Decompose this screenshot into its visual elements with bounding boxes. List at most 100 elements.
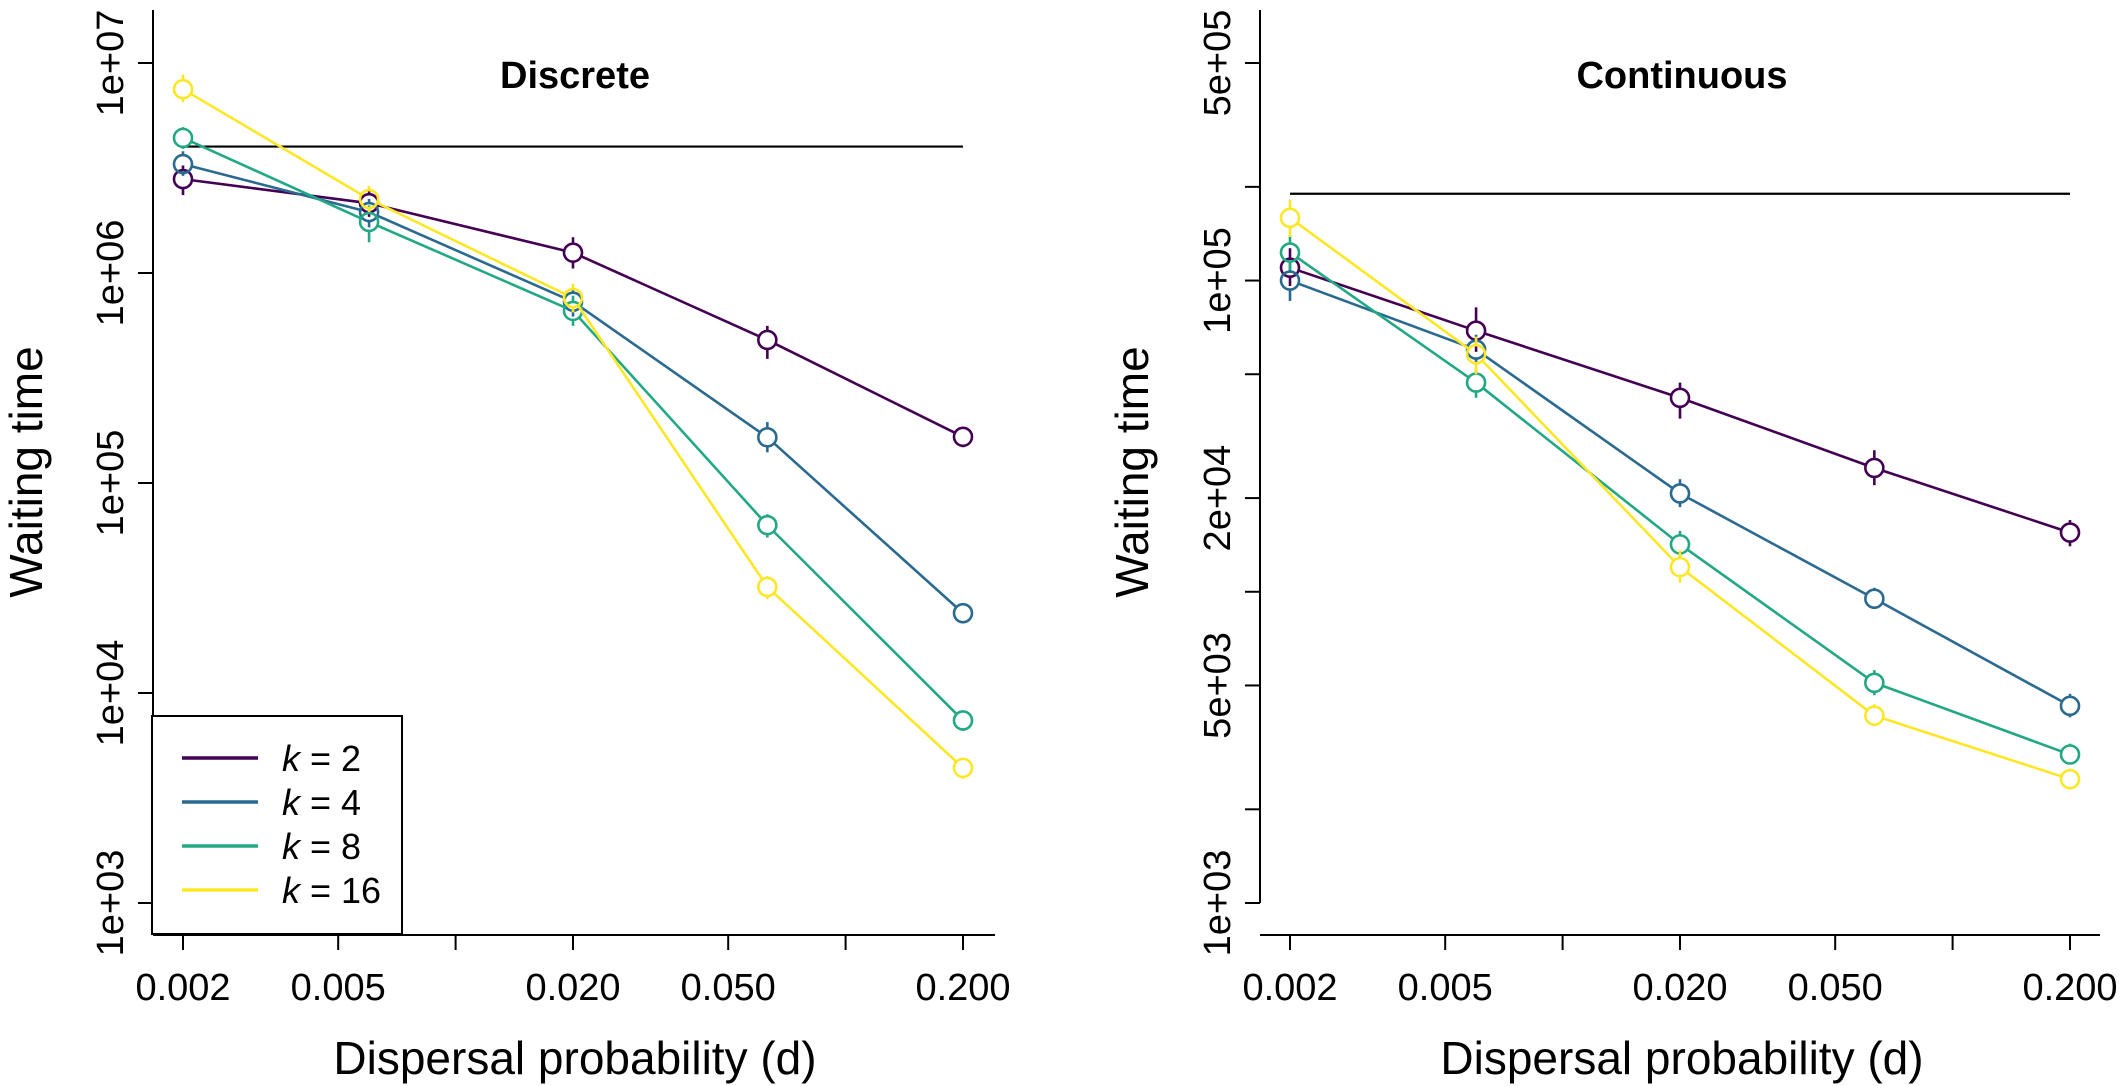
series-line-segment <box>1882 717 2062 778</box>
series-line-segment <box>1297 282 1469 348</box>
x-tick-label: 0.002 <box>1242 967 1337 1009</box>
x-tick-label: 0.020 <box>1632 967 1727 1009</box>
legend-label-k2: k = 2 <box>282 738 361 779</box>
legend-label-k4: k = 4 <box>282 782 361 823</box>
legend-label-k16: k = 16 <box>282 870 381 911</box>
legend-label-k8: k = 8 <box>282 826 361 867</box>
data-point <box>952 426 974 448</box>
panel-title: Discrete <box>500 55 650 97</box>
data-point <box>172 127 194 149</box>
data-point <box>2059 768 2081 790</box>
data-point <box>1864 705 1885 726</box>
x-tick-label: 0.005 <box>1398 967 1493 1009</box>
data-point <box>172 168 194 190</box>
series-k2 <box>1279 248 2081 547</box>
series-line-segment <box>1481 359 1675 562</box>
data-point <box>358 188 380 210</box>
data-point <box>562 287 584 309</box>
series-line-segment <box>1882 469 2062 531</box>
series-line-segment <box>1687 496 1868 596</box>
panel-title: Continuous <box>1576 55 1787 97</box>
legend-box <box>151 715 403 935</box>
data-point <box>1864 588 1885 610</box>
data-point <box>757 427 778 448</box>
data-point <box>1669 483 1691 504</box>
data-point <box>2059 522 2081 543</box>
series-line-segment <box>1686 548 1868 679</box>
series-line-segment <box>576 304 764 581</box>
x-tick-label: 0.050 <box>1788 967 1883 1009</box>
data-point <box>358 201 380 223</box>
series-line-segment <box>1296 256 1470 379</box>
y-tick-label: 1e+03 <box>90 850 132 957</box>
data-point <box>1669 556 1691 578</box>
x-tick-label: 0.020 <box>525 967 620 1009</box>
series-line-segment <box>772 530 958 716</box>
data-point <box>1279 257 1301 278</box>
y-tick-label: 5e+03 <box>1197 632 1239 739</box>
y-tick-label: 2e+04 <box>1197 445 1239 552</box>
series-line-segment <box>774 342 956 434</box>
series-line-segment <box>1686 571 1868 712</box>
data-point <box>2059 744 2081 765</box>
y-tick-label: 1e+03 <box>1197 850 1239 957</box>
series-line-segment <box>377 204 565 252</box>
series-line-segment <box>1298 269 1468 330</box>
data-point <box>757 514 778 536</box>
series-line-segment <box>1881 601 2063 703</box>
series-line-segment <box>376 214 566 300</box>
series-k16 <box>172 74 974 779</box>
data-point <box>757 576 778 598</box>
series-line-segment <box>191 178 361 204</box>
data-point <box>952 602 974 624</box>
data-point <box>358 211 380 233</box>
series-k16 <box>1279 199 2081 790</box>
series-line-segment <box>1296 222 1470 350</box>
data-point <box>952 710 974 731</box>
data-point <box>1864 672 1885 694</box>
series-line-segment <box>580 255 760 338</box>
series-line-segment <box>1484 332 1672 397</box>
series-line-segment <box>1482 387 1674 540</box>
series-line-segment <box>1482 353 1674 490</box>
data-point <box>1465 372 1487 393</box>
series-line-segment <box>190 92 362 196</box>
data-point <box>952 757 974 779</box>
series-line-segment <box>191 165 361 212</box>
series-k8 <box>172 127 974 731</box>
x-axis-label: Dispersal probability (d) <box>333 1032 816 1084</box>
y-tick-label: 1e+04 <box>90 640 132 747</box>
y-axis-label: Waiting time <box>1106 346 1158 597</box>
data-point <box>1279 242 1301 263</box>
series-k8 <box>1279 235 2081 765</box>
y-tick-label: 1e+05 <box>90 430 132 537</box>
data-point <box>2059 695 2081 717</box>
series-line-segment <box>1882 684 2062 753</box>
series-line-segment <box>376 201 566 296</box>
series-line-segment <box>579 305 761 434</box>
y-tick-label: 1e+05 <box>1197 227 1239 334</box>
series-line-segment <box>376 224 566 309</box>
series-line-segment <box>1688 399 1867 467</box>
data-point <box>1864 457 1885 479</box>
data-point <box>1279 207 1301 229</box>
x-axis-label: Dispersal probability (d) <box>1440 1032 1923 1084</box>
legend: k = 2k = 4k = 8k = 16 <box>151 715 403 935</box>
series-line-segment <box>190 140 362 220</box>
series-line-segment <box>773 592 958 763</box>
discrete-plot-area: 1e+03 1e+04 1e+05 1e+06 1e+07 0.002 0.005 0.020… <box>90 10 1011 1009</box>
y-tick-label: 1e+07 <box>90 10 132 117</box>
x-tick-label: 0.200 <box>915 967 1010 1009</box>
data-point <box>172 78 194 100</box>
x-tick-label: 0.050 <box>681 967 776 1009</box>
series-k4 <box>172 151 974 624</box>
data-point <box>1465 343 1487 365</box>
data-point <box>562 242 584 263</box>
x-tick-label: 0.002 <box>135 967 230 1009</box>
series-line-segment <box>773 442 958 609</box>
data-point <box>1279 270 1301 291</box>
data-point <box>1669 387 1691 409</box>
y-tick-label: 1e+06 <box>90 220 132 327</box>
continuous-plot-area: 1e+03 5e+03 2e+04 1e+05 5e+05 0.002 0.005 0.020… <box>1197 10 2118 1009</box>
series-k2 <box>172 165 974 448</box>
